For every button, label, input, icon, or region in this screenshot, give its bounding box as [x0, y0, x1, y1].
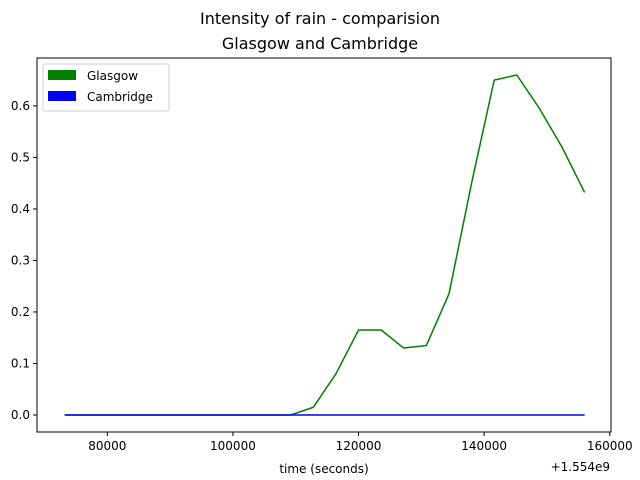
- x-axis: 80000 100000 120000 140000 160000: [88, 432, 633, 453]
- legend: Glasgow Cambridge: [42, 63, 170, 112]
- chart-title: Intensity of rain - comparision: [200, 9, 440, 28]
- x-tick-label: 120000: [336, 439, 382, 453]
- x-tick-label: 160000: [587, 439, 633, 453]
- y-axis: 0.0 0.1 0.2 0.3 0.4 0.5 0.6: [11, 99, 37, 422]
- y-tick-label: 0.2: [11, 305, 30, 319]
- x-axis-offset-label: +1.554e9: [551, 460, 610, 474]
- chart-subtitle: Glasgow and Cambridge: [222, 34, 418, 53]
- y-tick-label: 0.6: [11, 99, 30, 113]
- y-tick-label: 0.1: [11, 356, 30, 370]
- legend-swatch-cambridge: [48, 91, 76, 101]
- y-tick-label: 0.5: [11, 150, 30, 164]
- legend-label-cambridge: Cambridge: [87, 90, 153, 104]
- y-tick-label: 0.0: [11, 408, 30, 422]
- x-tick-label: 80000: [88, 439, 126, 453]
- legend-swatch-glasgow: [48, 70, 76, 80]
- plot-marks: [64, 74, 586, 416]
- x-tick-label: 140000: [461, 439, 507, 453]
- y-tick-label: 0.4: [11, 202, 30, 216]
- x-tick-label: 100000: [210, 439, 256, 453]
- x-axis-label: time (seconds): [279, 462, 368, 476]
- y-tick-label: 0.3: [11, 253, 30, 267]
- series-line-glasgow: [64, 74, 586, 416]
- plot-frame: [36, 57, 612, 433]
- legend-label-glasgow: Glasgow: [87, 69, 138, 83]
